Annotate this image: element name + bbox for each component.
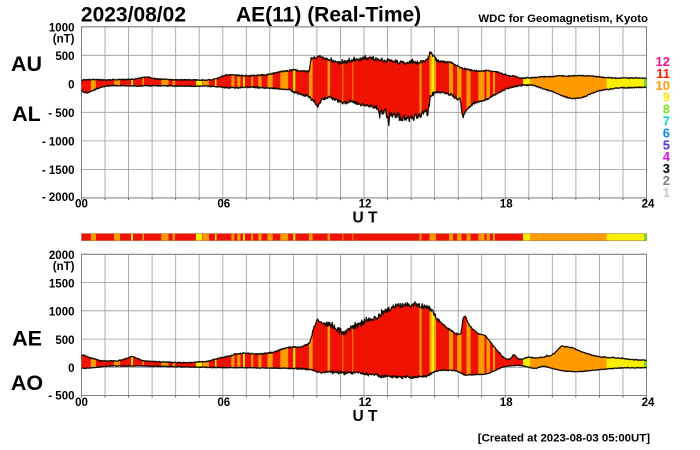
svg-text:AO: AO <box>11 371 43 395</box>
svg-text:1: 1 <box>663 185 670 200</box>
svg-text:0: 0 <box>68 80 74 92</box>
svg-text:[Created at 2023-08-03 05:00UT: [Created at 2023-08-03 05:00UT] <box>478 433 650 445</box>
svg-text:24: 24 <box>642 397 655 409</box>
svg-text:2023/08/02: 2023/08/02 <box>81 4 186 27</box>
svg-text:2000: 2000 <box>49 250 75 262</box>
svg-text:1000: 1000 <box>49 23 75 35</box>
svg-text:11: 11 <box>656 66 670 81</box>
svg-text:3: 3 <box>663 161 670 176</box>
svg-text:2: 2 <box>663 173 670 188</box>
svg-text:24: 24 <box>642 199 655 211</box>
svg-text:- 1500: - 1500 <box>42 165 75 177</box>
svg-text:1000: 1000 <box>49 307 75 319</box>
svg-text:06: 06 <box>217 199 230 211</box>
svg-text:0: 0 <box>68 363 74 375</box>
svg-text:1500: 1500 <box>49 278 75 290</box>
svg-text:U T: U T <box>353 209 379 226</box>
svg-text:500: 500 <box>55 335 74 347</box>
svg-text:4: 4 <box>663 149 671 164</box>
svg-text:- 500: - 500 <box>48 108 74 120</box>
svg-text:9: 9 <box>663 90 670 105</box>
svg-text:06: 06 <box>217 397 230 409</box>
svg-text:8: 8 <box>663 102 670 117</box>
svg-text:AU: AU <box>11 52 42 76</box>
svg-text:10: 10 <box>656 78 670 93</box>
svg-text:12: 12 <box>359 199 372 211</box>
svg-text:6: 6 <box>663 125 670 140</box>
svg-text:00: 00 <box>75 397 88 409</box>
svg-text:AL: AL <box>12 102 41 126</box>
svg-text:(nT): (nT) <box>53 261 75 273</box>
svg-text:AE: AE <box>12 327 42 351</box>
svg-text:WDC for Geomagnetism, Kyoto: WDC for Geomagnetism, Kyoto <box>478 13 648 25</box>
svg-text:- 1000: - 1000 <box>42 137 75 149</box>
svg-text:18: 18 <box>500 199 513 211</box>
svg-text:12: 12 <box>359 397 372 409</box>
svg-text:12: 12 <box>656 54 670 69</box>
svg-text:U T: U T <box>353 408 379 425</box>
svg-text:(nT): (nT) <box>53 33 75 45</box>
svg-text:- 2000: - 2000 <box>42 192 75 204</box>
svg-text:AE(11) (Real-Time): AE(11) (Real-Time) <box>236 4 421 27</box>
svg-text:18: 18 <box>500 397 513 409</box>
svg-text:500: 500 <box>55 51 74 63</box>
svg-text:7: 7 <box>663 114 670 129</box>
svg-text:00: 00 <box>75 199 88 211</box>
svg-text:5: 5 <box>663 137 670 152</box>
svg-text:- 500: - 500 <box>48 391 74 403</box>
